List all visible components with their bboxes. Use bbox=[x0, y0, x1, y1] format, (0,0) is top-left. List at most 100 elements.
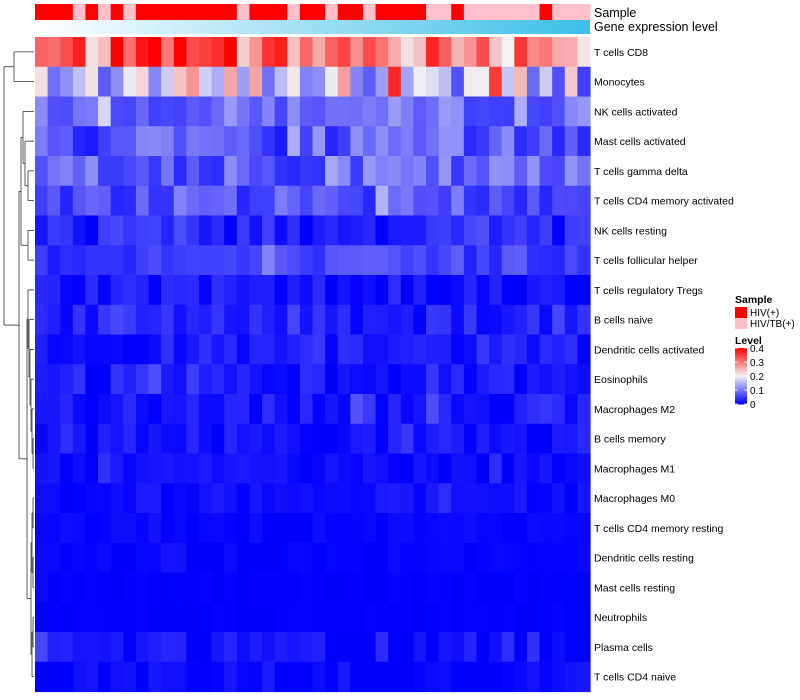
heatmap-cell bbox=[135, 483, 150, 514]
heatmap-cell bbox=[413, 453, 427, 484]
heatmap-cell bbox=[299, 661, 314, 693]
heatmap-cell bbox=[577, 126, 591, 157]
heatmap-cell bbox=[47, 542, 61, 574]
heatmap-cell bbox=[362, 572, 377, 603]
heatmap-cell bbox=[98, 334, 112, 365]
heatmap-cell bbox=[375, 423, 389, 455]
sample-annotation-cell bbox=[451, 4, 465, 20]
heatmap-cell bbox=[224, 156, 238, 187]
heatmap-cell bbox=[299, 572, 314, 603]
colorbar-segment bbox=[735, 367, 747, 370]
heatmap-cell bbox=[325, 66, 339, 98]
heatmap-cell bbox=[274, 602, 288, 633]
heatmap-cell bbox=[173, 394, 187, 425]
heatmap-cell bbox=[60, 423, 74, 455]
heatmap-cell bbox=[476, 632, 490, 663]
heatmap-cell bbox=[526, 572, 541, 603]
annotation-label-expression: Gene expression level bbox=[594, 20, 718, 34]
heatmap-cell bbox=[198, 304, 213, 336]
heatmap-cell bbox=[85, 126, 99, 157]
sample-annotation-cell bbox=[388, 4, 402, 20]
heatmap-cell bbox=[362, 275, 377, 306]
heatmap-cell bbox=[249, 245, 263, 276]
colorbar-tick-label: 0 bbox=[750, 400, 756, 411]
colorbar-segment bbox=[735, 388, 747, 391]
heatmap-cell bbox=[236, 275, 251, 306]
heatmap-cell bbox=[236, 542, 251, 574]
row-label: T cells CD4 memory resting bbox=[594, 523, 723, 535]
heatmap-cell bbox=[362, 661, 377, 693]
heatmap-cell bbox=[299, 364, 314, 395]
heatmap-cell bbox=[476, 513, 490, 544]
heatmap-cell bbox=[186, 513, 200, 544]
heatmap-cell bbox=[110, 661, 124, 693]
heatmap-cell bbox=[224, 423, 238, 455]
colorbar-segment bbox=[735, 349, 747, 352]
heatmap-cell bbox=[514, 215, 528, 246]
heatmap-cell bbox=[438, 245, 452, 276]
heatmap-cell bbox=[426, 304, 440, 336]
heatmap-cell bbox=[262, 66, 276, 98]
heatmap-cell bbox=[350, 275, 364, 306]
heatmap-cell bbox=[375, 632, 389, 663]
heatmap-cell bbox=[426, 37, 440, 68]
heatmap-cell bbox=[60, 37, 74, 68]
row-label: Mast cells activated bbox=[594, 136, 686, 148]
heatmap-cell bbox=[501, 423, 515, 455]
heatmap-cell bbox=[287, 304, 301, 336]
heatmap-cell bbox=[552, 215, 566, 246]
heatmap-cell bbox=[161, 513, 175, 544]
heatmap-cell bbox=[135, 453, 150, 484]
heatmap-cell bbox=[577, 185, 591, 217]
sample-annotation-cell bbox=[47, 4, 61, 20]
heatmap-cell bbox=[564, 66, 578, 98]
heatmap-cell bbox=[451, 126, 465, 157]
heatmap-cell bbox=[577, 334, 591, 365]
heatmap-cell bbox=[350, 156, 364, 187]
heatmap-cell bbox=[526, 394, 541, 425]
heatmap-cell bbox=[413, 572, 427, 603]
heatmap-cell bbox=[463, 453, 478, 484]
heatmap-cell bbox=[287, 96, 301, 127]
heatmap-cell bbox=[552, 304, 566, 336]
heatmap-cell bbox=[186, 423, 200, 455]
heatmap-cell bbox=[350, 364, 364, 395]
legend-entry-label: HIV/TB(+) bbox=[750, 319, 795, 330]
heatmap-cell bbox=[400, 513, 415, 544]
heatmap-cell bbox=[198, 185, 213, 217]
heatmap-cell bbox=[249, 423, 263, 455]
heatmap-cell bbox=[526, 602, 541, 633]
heatmap-cell bbox=[325, 185, 339, 217]
heatmap-cell bbox=[325, 126, 339, 157]
colorbar-segment bbox=[735, 373, 747, 376]
heatmap-cell bbox=[35, 156, 49, 187]
heatmap-cell bbox=[249, 215, 263, 246]
heatmap-cell bbox=[375, 394, 389, 425]
heatmap-cell bbox=[564, 542, 578, 574]
colorbar-segment bbox=[735, 395, 747, 398]
colorbar-segment bbox=[735, 352, 747, 355]
heatmap-cell bbox=[476, 542, 490, 574]
heatmap-cell bbox=[337, 304, 351, 336]
heatmap-cell bbox=[161, 334, 175, 365]
heatmap-cell bbox=[577, 96, 591, 127]
sample-annotation-cell bbox=[539, 4, 553, 20]
heatmap-cell bbox=[72, 513, 87, 544]
heatmap-cell bbox=[224, 661, 238, 693]
heatmap-cell bbox=[388, 394, 402, 425]
colorbar-segment bbox=[735, 398, 747, 401]
heatmap-cell bbox=[161, 304, 175, 336]
heatmap-cell bbox=[312, 632, 326, 663]
heatmap-cell bbox=[539, 453, 553, 484]
heatmap-cell bbox=[375, 37, 389, 68]
heatmap-cell bbox=[350, 304, 364, 336]
heatmap-cell bbox=[110, 334, 124, 365]
heatmap-cell bbox=[148, 126, 162, 157]
heatmap-cell bbox=[110, 364, 124, 395]
heatmap-cell bbox=[577, 37, 591, 68]
heatmap-cell bbox=[211, 156, 225, 187]
heatmap-cell bbox=[350, 394, 364, 425]
heatmap-cell bbox=[438, 364, 452, 395]
heatmap-cell bbox=[463, 364, 478, 395]
heatmap-cell bbox=[539, 394, 553, 425]
